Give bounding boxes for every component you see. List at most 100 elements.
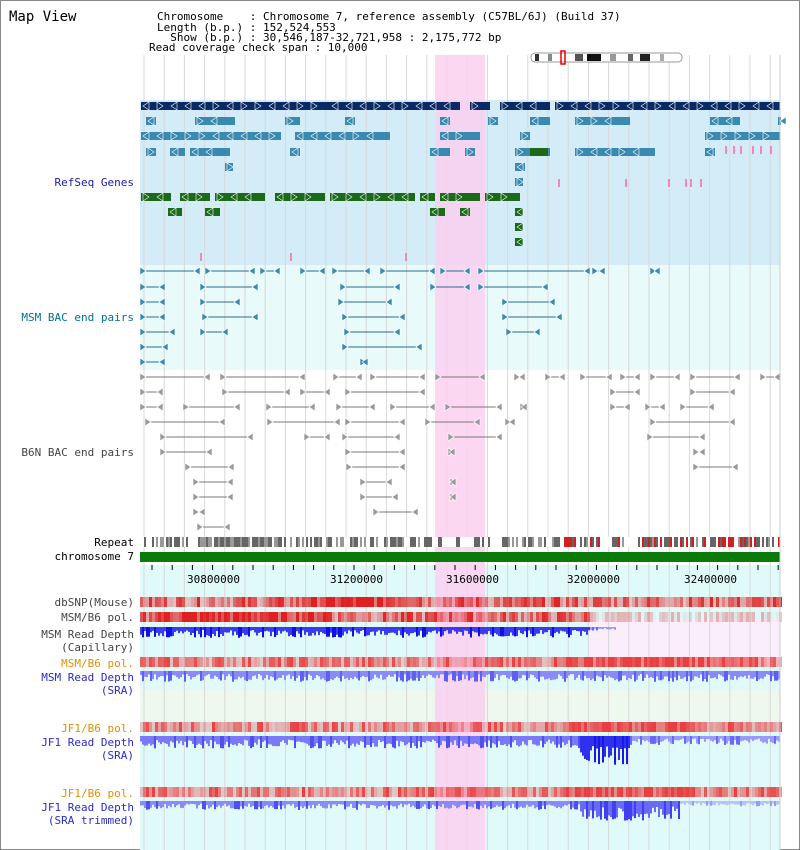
repeat-segment <box>248 537 250 547</box>
depth-bar <box>324 671 326 681</box>
gene-arrow <box>298 372 306 382</box>
depth-bar <box>488 736 490 741</box>
heat-cell <box>617 787 620 797</box>
gene-arrow <box>516 237 524 247</box>
depth-bar <box>718 736 720 743</box>
track-label-jf1-depth-sra[interactable]: JF1 Read Depth <box>41 736 134 749</box>
heat-cell <box>752 722 755 732</box>
depth-bar <box>340 801 342 805</box>
heat-cell <box>539 597 542 607</box>
depth-bar <box>430 671 432 676</box>
depth-bar <box>374 801 376 806</box>
heat-cell <box>347 722 350 732</box>
depth-bar <box>212 801 214 805</box>
heat-cell <box>329 787 332 797</box>
repeat-segment <box>242 537 244 547</box>
repeat-segment <box>484 537 486 547</box>
gene-arrow <box>466 147 474 157</box>
gene-arrow <box>248 266 256 276</box>
depth-bar <box>152 627 154 631</box>
heat-cell <box>200 787 203 797</box>
depth-bar <box>616 671 618 680</box>
heat-cell <box>449 722 452 732</box>
depth-bar <box>608 801 610 816</box>
heat-cell <box>182 722 185 732</box>
track-label-jf1-pol[interactable]: JF1/B6 pol. <box>61 722 134 735</box>
gene-arrow <box>698 432 706 442</box>
heat-cell <box>662 612 665 622</box>
gene-arrow <box>393 282 401 292</box>
depth-bar <box>688 736 690 742</box>
depth-bar <box>774 801 776 806</box>
depth-bar <box>526 627 528 638</box>
track-label-msm-depth-sra[interactable]: MSM Read Depth <box>41 671 134 684</box>
heat-cell <box>734 722 737 732</box>
heat-cell <box>176 612 179 622</box>
depth-bar <box>726 671 728 681</box>
track-label-msm-bac[interactable]: MSM BAC end pairs <box>21 311 134 324</box>
depth-bar <box>454 627 456 632</box>
depth-bar <box>668 671 670 682</box>
track-label-jf1-depth-trimmed[interactable]: JF1 Read Depth <box>41 801 134 814</box>
heat-cell <box>185 612 188 622</box>
heat-cell <box>224 787 227 797</box>
heat-cell <box>773 612 776 622</box>
heat-cell <box>575 597 578 607</box>
depth-bar <box>286 801 288 805</box>
heat-cell <box>203 722 206 732</box>
heat-cell <box>305 657 308 667</box>
heat-cell <box>710 722 713 732</box>
gene-arrow <box>473 417 481 427</box>
heat-cell <box>560 612 563 622</box>
depth-bar <box>362 801 364 804</box>
repeat-segment <box>328 537 330 547</box>
depth-bar <box>422 627 424 638</box>
heat-cell <box>638 787 641 797</box>
heat-cell <box>296 612 299 622</box>
track-label-b6n-bac[interactable]: B6N BAC end pairs <box>21 446 134 459</box>
depth-bar <box>672 671 674 682</box>
heat-cell <box>218 657 221 667</box>
gene-arrow <box>226 101 234 111</box>
refseq-mark <box>700 179 702 187</box>
heat-cell <box>563 722 566 732</box>
gene-arrow <box>359 492 367 502</box>
heat-cell <box>176 722 179 732</box>
heat-cell <box>506 787 509 797</box>
repeat-segment <box>222 537 224 547</box>
heat-cell <box>770 722 773 732</box>
track-label-dbsnp[interactable]: dbSNP(Mouse) <box>54 596 134 609</box>
heat-cell <box>293 597 296 607</box>
heat-cell <box>239 657 242 667</box>
depth-bar <box>600 801 602 820</box>
depth-bar <box>408 627 410 636</box>
depth-bar <box>684 671 686 677</box>
track-label-refseq[interactable]: RefSeq Genes <box>54 176 134 189</box>
depth-bar <box>482 801 484 808</box>
depth-bar <box>662 736 664 742</box>
depth-bar <box>180 671 182 678</box>
heat-cell <box>752 787 755 797</box>
track-label-msm-depth-capillary[interactable]: MSM Read Depth <box>41 628 134 641</box>
depth-bar <box>494 627 496 634</box>
depth-bar <box>160 627 162 634</box>
track-label-msm-b6-pol[interactable]: MSM/B6 pol. <box>61 611 134 624</box>
repeat-segment <box>524 537 526 547</box>
depth-bar <box>370 736 372 748</box>
heat-cell <box>767 722 770 732</box>
heat-cell <box>500 787 503 797</box>
heat-cell <box>587 597 590 607</box>
heat-cell <box>722 787 725 797</box>
depth-bar <box>614 627 616 630</box>
track-label-msm-b6-pol-sra[interactable]: MSM/B6 pol. <box>61 657 134 670</box>
track-label-jf1-pol-2[interactable]: JF1/B6 pol. <box>61 787 134 800</box>
heat-cell <box>179 612 182 622</box>
depth-bar <box>246 736 248 741</box>
heat-cell <box>647 657 650 667</box>
heat-cell <box>500 597 503 607</box>
depth-bar <box>534 801 536 809</box>
heat-cell <box>638 657 641 667</box>
heat-cell <box>299 597 302 607</box>
depth-bar <box>462 801 464 805</box>
